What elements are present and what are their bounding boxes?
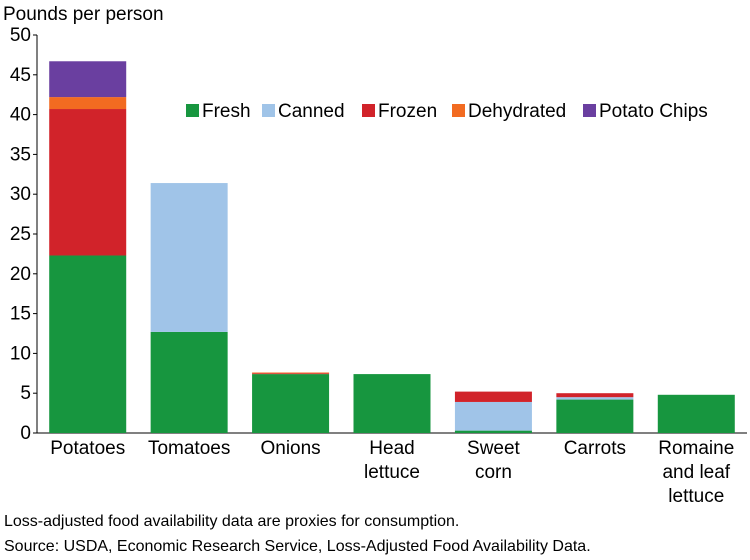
chart: Pounds per person 0 5 10 15 20 25 30 35 40 45 50 Po… bbox=[3, 4, 747, 507]
legend-swatch bbox=[452, 104, 465, 117]
bar-segment-frozen bbox=[556, 393, 634, 398]
x-tick-label: Onions bbox=[260, 438, 320, 459]
bar-segment-fresh bbox=[556, 399, 634, 433]
x-tick-label: Potatoes bbox=[50, 438, 125, 459]
bar-segment-dehydrated bbox=[49, 97, 127, 110]
legend-label: Canned bbox=[278, 101, 345, 122]
bar-segment-dehydrated bbox=[252, 372, 330, 374]
bar-segment-canned bbox=[150, 183, 228, 332]
x-tick-labels: Potatoes Tomatoes Onions Head lettuce Sweet co… bbox=[50, 438, 734, 507]
bar-segment-frozen bbox=[454, 391, 532, 402]
bars bbox=[49, 61, 735, 433]
y-tick-label: 30 bbox=[10, 184, 31, 205]
y-tick-label: 0 bbox=[20, 423, 31, 444]
y-tick-label: 35 bbox=[10, 144, 31, 165]
y-tick-label: 40 bbox=[10, 105, 31, 126]
bar-segment-fresh bbox=[150, 331, 228, 433]
legend-label: Potato Chips bbox=[599, 101, 708, 122]
stacked-bar-chart: Pounds per person 0 5 10 15 20 25 30 35 40 45 50 Po… bbox=[3, 4, 747, 507]
y-tick-label: 45 bbox=[10, 65, 31, 86]
bar-segment-fresh bbox=[657, 394, 735, 433]
legend-label: Frozen bbox=[378, 101, 437, 122]
bar-segment-canned bbox=[454, 401, 532, 431]
y-axis-label: Pounds per person bbox=[3, 4, 164, 25]
y-tick-label: 25 bbox=[10, 224, 31, 245]
legend-label: Dehydrated bbox=[468, 101, 566, 122]
bar-segment-fresh bbox=[454, 430, 532, 433]
y-tick-label: 10 bbox=[10, 343, 31, 364]
y-tick-label: 20 bbox=[10, 264, 31, 285]
bar-segment-fresh bbox=[353, 374, 431, 433]
bar-segment-canned bbox=[556, 397, 634, 400]
axes: Pounds per person 0 5 10 15 20 25 30 35 40 45 50 bbox=[3, 4, 747, 444]
legend-label: Fresh bbox=[202, 101, 251, 122]
footnote-source: Source: USDA, Economic Research Service,… bbox=[4, 538, 591, 555]
bar-segment-fresh bbox=[252, 374, 330, 433]
y-tick-label: 15 bbox=[10, 304, 31, 325]
x-tick-label: lettuce bbox=[668, 486, 724, 507]
x-tick-label: Sweet bbox=[467, 438, 521, 459]
bar-segment-fresh bbox=[49, 255, 127, 433]
legend-swatch bbox=[362, 104, 375, 117]
legend-swatch bbox=[186, 104, 199, 117]
x-tick-label: lettuce bbox=[364, 462, 420, 483]
legend: Fresh Canned Frozen Dehydrated Potato Chips bbox=[186, 101, 708, 122]
y-tick-label: 50 bbox=[10, 25, 31, 46]
x-tick-label: Head bbox=[369, 438, 414, 459]
bar-segment-potato-chips bbox=[49, 61, 127, 98]
y-tick-label: 5 bbox=[20, 383, 31, 404]
x-tick-label: Carrots bbox=[564, 438, 626, 459]
bar-segment-frozen bbox=[252, 373, 330, 375]
footnote-note: Loss-adjusted food availability data are… bbox=[4, 513, 460, 530]
x-tick-label: corn bbox=[475, 462, 512, 483]
bar-segment-frozen bbox=[49, 109, 127, 256]
legend-swatch bbox=[583, 104, 596, 117]
x-tick-label: Tomatoes bbox=[148, 438, 230, 459]
legend-swatch bbox=[262, 104, 275, 117]
x-tick-label: and leaf bbox=[662, 462, 730, 483]
x-tick-label: Romaine bbox=[658, 438, 734, 459]
